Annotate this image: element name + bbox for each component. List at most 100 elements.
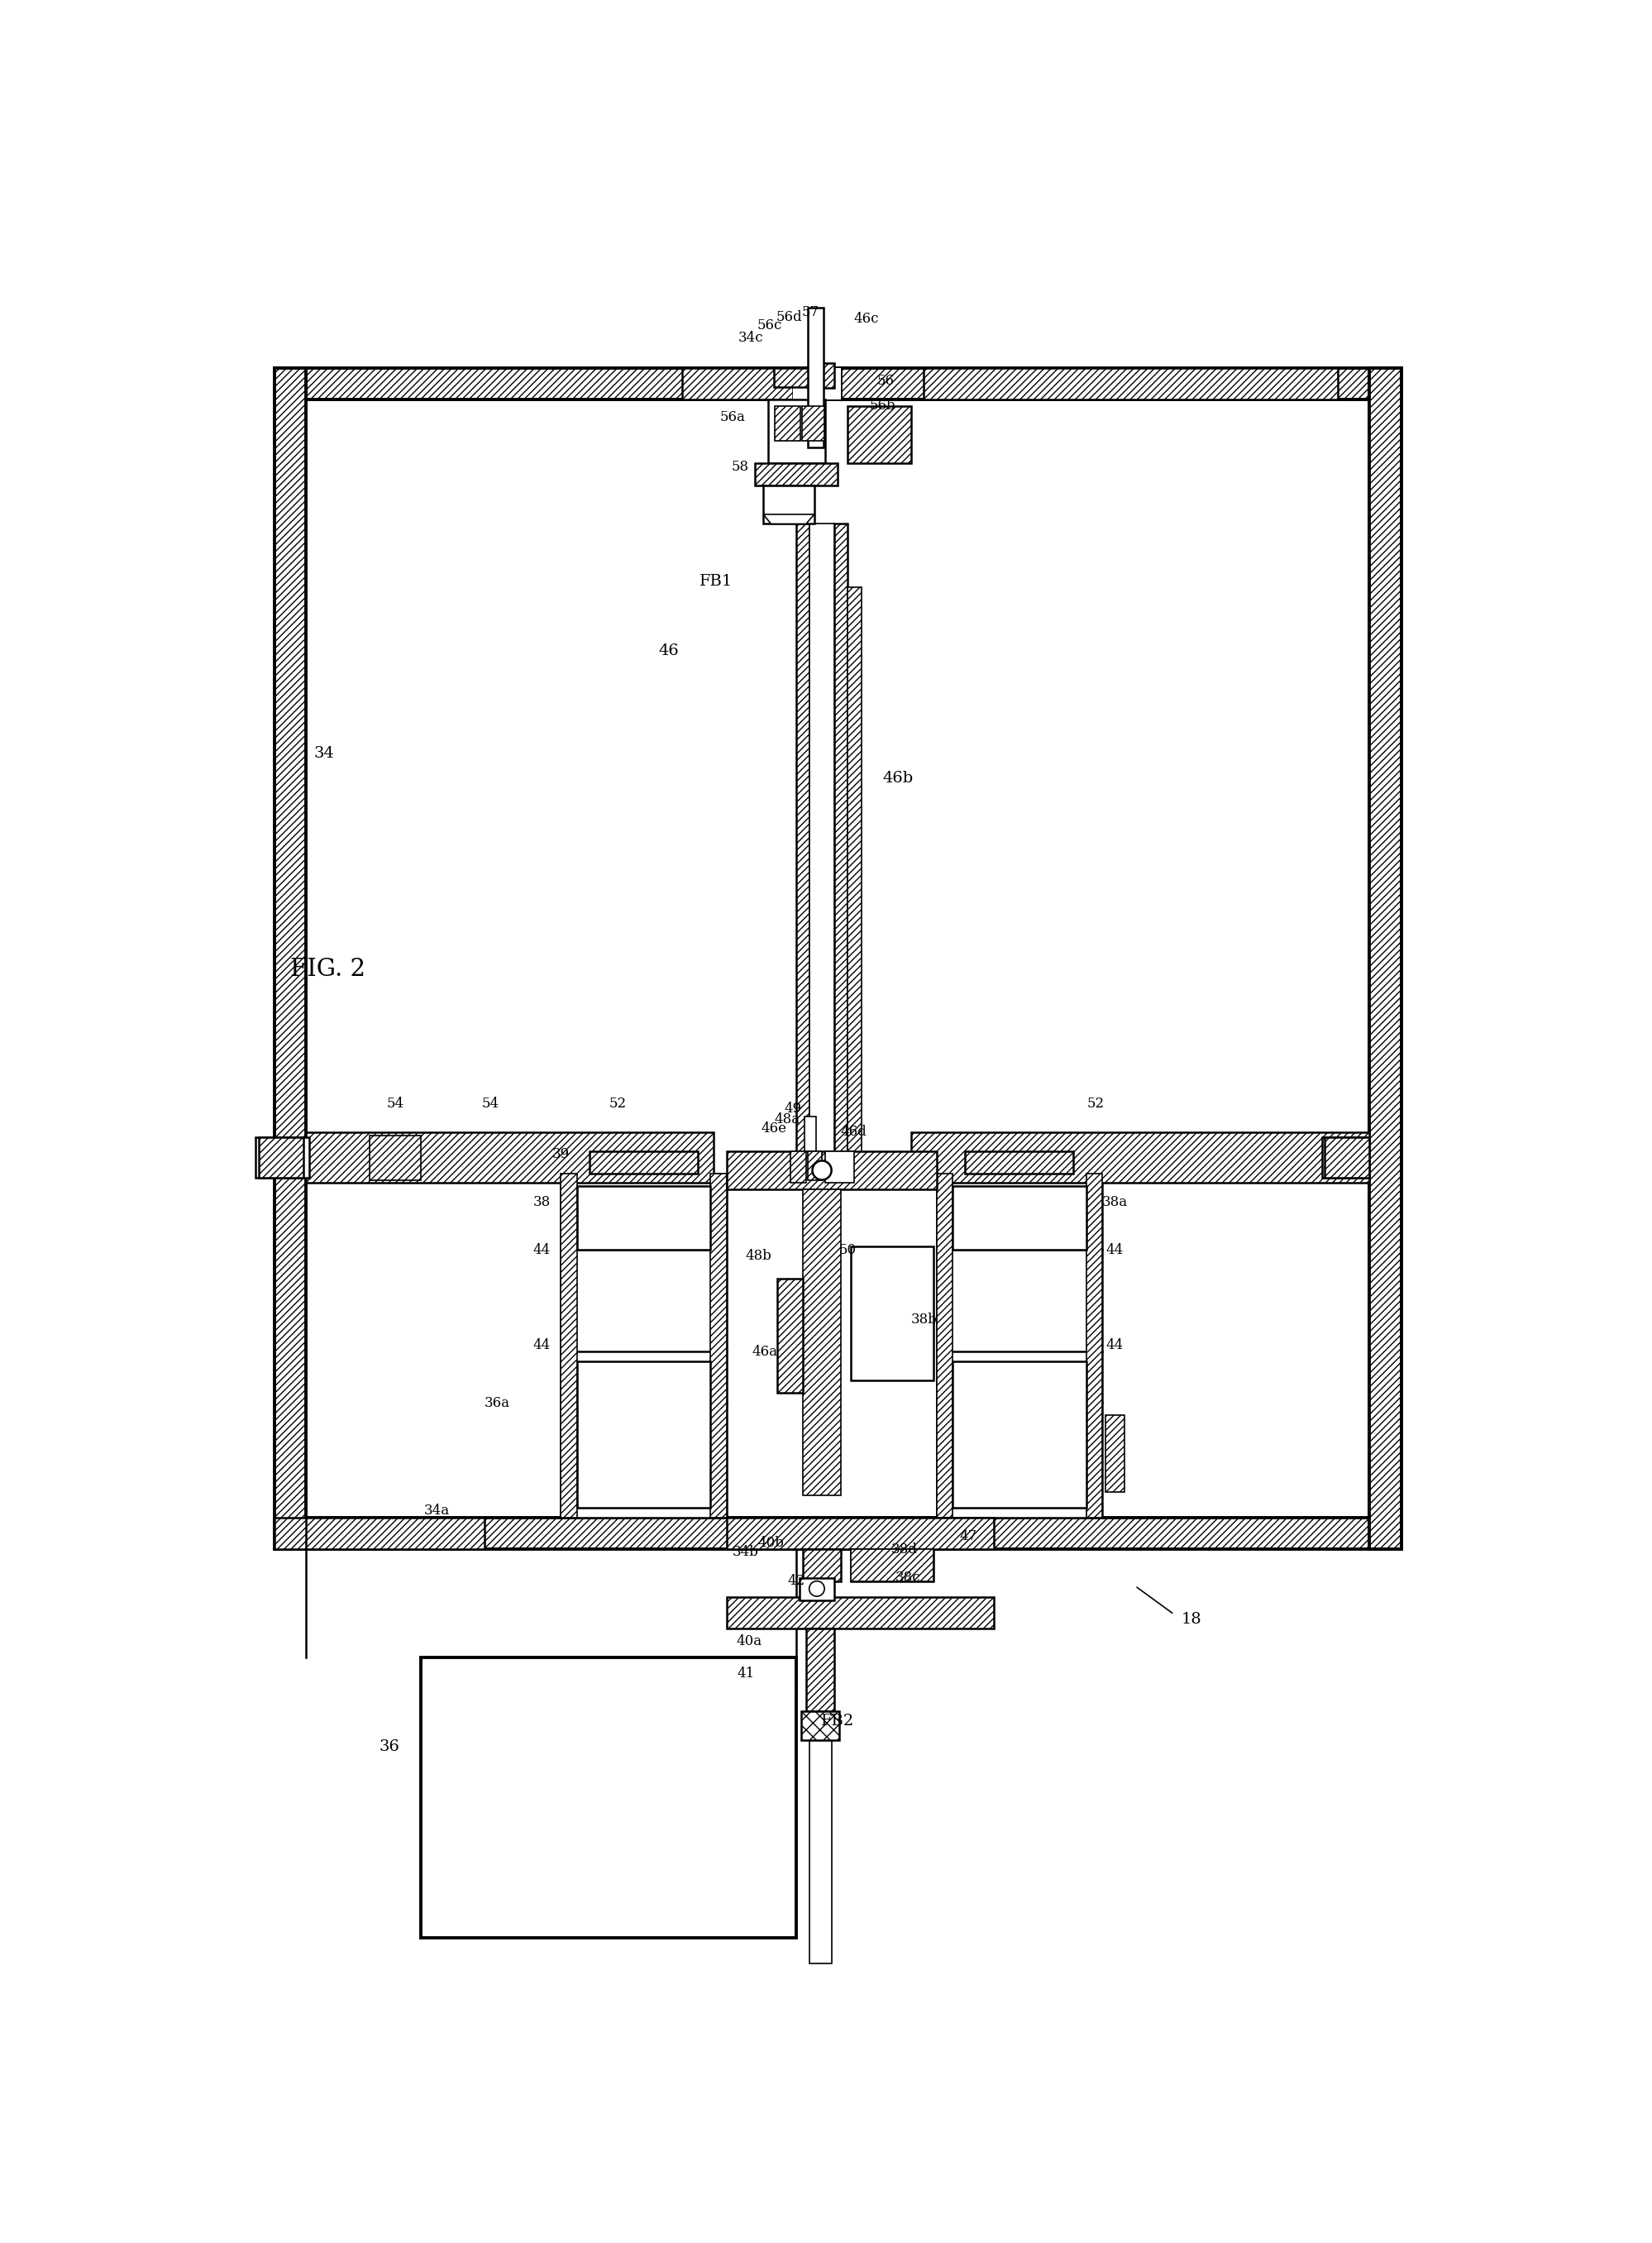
Bar bbox=[274, 1516, 484, 1550]
Bar bbox=[1325, 1137, 1370, 1178]
Bar bbox=[727, 1597, 993, 1628]
Bar bbox=[824, 1151, 854, 1182]
Bar bbox=[773, 368, 808, 388]
Text: 49: 49 bbox=[785, 1101, 801, 1115]
Bar bbox=[809, 1741, 831, 1963]
Polygon shape bbox=[763, 514, 814, 525]
Bar bbox=[910, 1133, 1370, 1182]
Text: 46a: 46a bbox=[752, 1346, 776, 1359]
Bar bbox=[274, 368, 1401, 399]
Bar bbox=[952, 1362, 1085, 1507]
Bar bbox=[727, 1516, 993, 1550]
Bar bbox=[923, 368, 1336, 399]
Bar bbox=[710, 1173, 727, 1516]
Text: 48b: 48b bbox=[745, 1249, 771, 1263]
Bar bbox=[808, 307, 823, 446]
Text: 34a: 34a bbox=[423, 1505, 449, 1519]
Bar bbox=[776, 1279, 803, 1393]
Text: 46: 46 bbox=[659, 644, 679, 659]
Text: 44: 44 bbox=[1105, 1243, 1123, 1256]
Text: 54: 54 bbox=[387, 1097, 403, 1110]
Bar bbox=[796, 525, 809, 1155]
Text: 46e: 46e bbox=[762, 1122, 786, 1135]
Text: 50: 50 bbox=[838, 1243, 856, 1256]
Bar bbox=[809, 525, 834, 1155]
Text: 42: 42 bbox=[788, 1575, 805, 1588]
Bar bbox=[808, 1151, 821, 1180]
Text: 38c: 38c bbox=[895, 1570, 920, 1586]
Text: 56a: 56a bbox=[720, 410, 745, 424]
Bar bbox=[793, 368, 841, 399]
Bar bbox=[775, 406, 800, 442]
Bar bbox=[560, 1173, 727, 1516]
Text: 44: 44 bbox=[532, 1243, 550, 1256]
Bar bbox=[965, 1151, 1072, 1173]
Text: 40a: 40a bbox=[735, 1635, 762, 1649]
Text: 38d: 38d bbox=[890, 1543, 917, 1557]
Bar bbox=[274, 1516, 1401, 1550]
Text: 40b: 40b bbox=[757, 1536, 783, 1550]
Text: 52: 52 bbox=[610, 1097, 626, 1110]
Text: 56: 56 bbox=[877, 375, 894, 388]
Bar bbox=[851, 1550, 933, 1581]
Bar bbox=[851, 1516, 933, 1581]
Text: 44: 44 bbox=[532, 1339, 550, 1353]
Bar bbox=[834, 525, 847, 1155]
Bar bbox=[801, 1711, 839, 1741]
Bar bbox=[803, 1550, 841, 1581]
Bar bbox=[851, 1247, 933, 1379]
Text: 38b: 38b bbox=[910, 1312, 937, 1328]
Bar bbox=[254, 1137, 309, 1178]
Bar bbox=[847, 588, 861, 1155]
Text: 57: 57 bbox=[801, 305, 819, 319]
Circle shape bbox=[809, 1581, 824, 1597]
Text: 41: 41 bbox=[737, 1667, 753, 1680]
Bar bbox=[577, 1362, 710, 1507]
Bar bbox=[801, 406, 824, 442]
Text: 34: 34 bbox=[314, 745, 334, 760]
Bar bbox=[560, 1173, 577, 1516]
Text: 46d: 46d bbox=[841, 1126, 866, 1139]
Text: FIG. 2: FIG. 2 bbox=[291, 958, 365, 980]
Circle shape bbox=[813, 1160, 831, 1180]
Bar bbox=[370, 1135, 421, 1180]
Text: 46c: 46c bbox=[854, 312, 879, 325]
Text: 38: 38 bbox=[532, 1196, 550, 1209]
Bar bbox=[800, 1577, 834, 1599]
Text: 18: 18 bbox=[1181, 1613, 1201, 1626]
Text: 46b: 46b bbox=[882, 772, 914, 785]
Bar bbox=[682, 368, 793, 399]
Bar bbox=[421, 1658, 796, 1938]
Text: 36: 36 bbox=[378, 1738, 400, 1754]
Bar bbox=[1105, 1415, 1123, 1492]
Bar bbox=[274, 368, 306, 1550]
Text: 39: 39 bbox=[552, 1148, 570, 1162]
Text: 47: 47 bbox=[960, 1530, 976, 1543]
Bar bbox=[937, 1173, 952, 1516]
Bar bbox=[805, 1117, 816, 1151]
Bar bbox=[1322, 1137, 1370, 1178]
Bar bbox=[952, 1187, 1085, 1249]
Bar bbox=[790, 1151, 806, 1182]
Text: 56c: 56c bbox=[757, 319, 781, 332]
Bar bbox=[258, 1137, 302, 1178]
Bar bbox=[727, 1151, 937, 1189]
Bar bbox=[768, 399, 824, 464]
Text: 34c: 34c bbox=[737, 332, 763, 345]
Bar bbox=[809, 363, 834, 388]
Text: FB1: FB1 bbox=[699, 574, 732, 588]
Text: 52: 52 bbox=[1087, 1097, 1104, 1110]
Bar bbox=[590, 1151, 697, 1173]
Text: 54: 54 bbox=[482, 1097, 499, 1110]
Bar bbox=[937, 1173, 1102, 1516]
Bar bbox=[306, 399, 1370, 1516]
Text: FB2: FB2 bbox=[821, 1714, 854, 1729]
Text: 56d: 56d bbox=[775, 310, 801, 323]
Bar bbox=[763, 487, 814, 525]
Text: 44: 44 bbox=[1105, 1339, 1123, 1353]
Bar bbox=[306, 1133, 714, 1182]
Bar bbox=[1085, 1173, 1102, 1516]
Bar bbox=[1370, 368, 1401, 1550]
Text: 36a: 36a bbox=[484, 1395, 510, 1411]
Text: 38a: 38a bbox=[1102, 1196, 1127, 1209]
